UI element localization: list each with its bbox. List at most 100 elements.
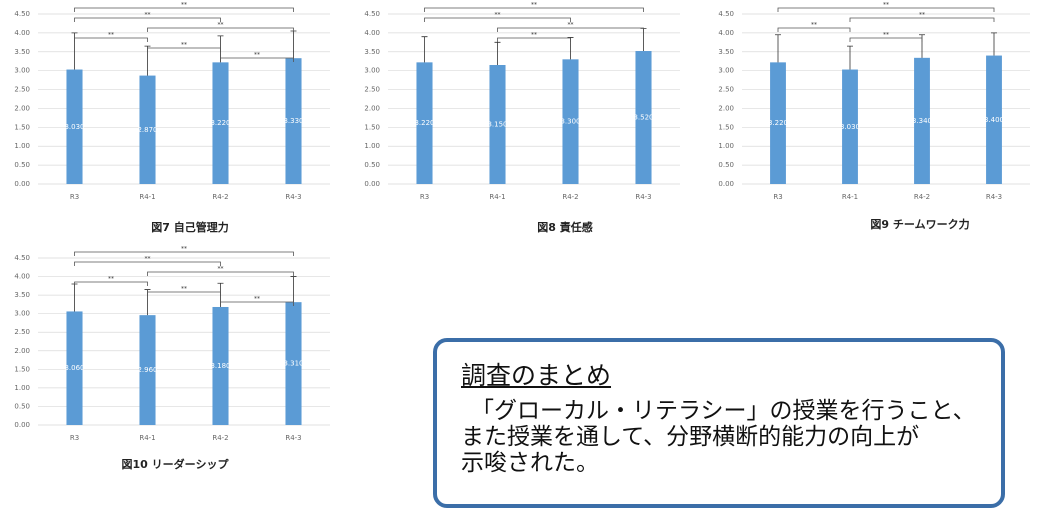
- bar: [212, 62, 229, 184]
- page: 図7 自己管理力 0.00 0.50 1.00 1.50 2.00 2.50 3.00 3.50…: [14, 1, 1030, 508]
- bar: [842, 69, 858, 184]
- y-tick-label: 4.50: [364, 10, 380, 18]
- y-tick-label: 0.50: [718, 161, 734, 169]
- y-tick-label: 2.50: [364, 86, 380, 94]
- significance-label: **: [108, 276, 114, 283]
- y-tick-label: 4.50: [718, 10, 734, 18]
- y-tick-label: 3.50: [718, 48, 734, 56]
- significance-bracket: [220, 301, 294, 306]
- error-bar: [847, 45, 853, 70]
- significance-label: **: [218, 22, 224, 29]
- value-label: 3.330: [283, 117, 303, 125]
- summary-heading: 調査のまとめ: [461, 361, 612, 390]
- bar: [635, 51, 652, 185]
- bar: [139, 75, 156, 184]
- x-tick-label: R4-3: [635, 193, 651, 201]
- y-tick-label: 1.00: [718, 142, 734, 150]
- significance-label: **: [531, 2, 537, 9]
- summary-box: 調査のまとめ 「グローカル・リテラシー」の授業を行うこと、 また授業を通して、分…: [433, 338, 1005, 508]
- bar: [770, 62, 786, 184]
- bar: [139, 315, 156, 425]
- value-label: 3.030: [840, 123, 860, 131]
- x-tick-label: R4-3: [986, 193, 1002, 201]
- significance-bracket: [74, 17, 221, 22]
- y-tick-label: 4.50: [14, 10, 30, 18]
- significance-bracket: [849, 37, 923, 42]
- bar: [285, 58, 302, 185]
- chart-title: 図10 リーダーシップ: [122, 457, 230, 471]
- value-label: 2.960: [137, 366, 157, 374]
- y-tick-label: 2.50: [718, 86, 734, 94]
- significance-bracket: [74, 281, 148, 286]
- bar: [416, 62, 433, 184]
- y-tick-label: 1.00: [14, 384, 30, 392]
- value-label: 3.180: [210, 362, 230, 370]
- chart-title: 図7 自己管理力: [151, 220, 228, 234]
- chart-title: 図9 チームワーク力: [870, 217, 969, 231]
- y-tick-label: 2.50: [14, 328, 30, 336]
- significance-label: **: [145, 12, 151, 19]
- significance-label: **: [495, 12, 501, 19]
- x-tick-label: R3: [773, 193, 782, 201]
- x-tick-label: R3: [70, 193, 79, 201]
- significance-label: **: [254, 52, 260, 59]
- bar: [66, 69, 83, 184]
- significance-bracket: [74, 7, 294, 12]
- bar: [489, 65, 506, 184]
- x-tick-label: R4-2: [212, 434, 228, 442]
- significance-label: **: [181, 286, 187, 293]
- y-tick-label: 3.50: [364, 48, 380, 56]
- error-bar: [775, 34, 781, 63]
- summary-line: 示唆された。: [461, 450, 599, 476]
- value-label: 3.340: [912, 117, 932, 125]
- y-tick-label: 1.50: [364, 123, 380, 131]
- y-tick-label: 4.00: [14, 29, 30, 37]
- y-tick-label: 1.50: [14, 123, 30, 131]
- chart-title: 図8 責任感: [537, 220, 592, 234]
- y-tick-label: 2.50: [14, 86, 30, 94]
- x-tick-label: R4-1: [842, 193, 858, 201]
- y-tick-label: 3.50: [14, 291, 30, 299]
- y-tick-label: 4.00: [718, 29, 734, 37]
- significance-label: **: [568, 22, 574, 29]
- x-tick-label: R3: [420, 193, 429, 201]
- error-bar: [494, 41, 501, 65]
- bar: [66, 311, 83, 425]
- y-tick-label: 3.00: [14, 67, 30, 75]
- y-tick-label: 0.00: [14, 180, 30, 188]
- significance-bracket: [147, 27, 294, 32]
- significance-bracket: [497, 27, 644, 32]
- value-label: 3.310: [283, 360, 303, 368]
- error-bar: [290, 30, 297, 59]
- y-tick-label: 4.00: [14, 273, 30, 281]
- error-bar: [71, 283, 78, 312]
- y-tick-label: 1.50: [718, 123, 734, 131]
- bar: [562, 59, 579, 185]
- value-label: 3.220: [414, 119, 434, 127]
- significance-bracket: [74, 261, 221, 266]
- value-label: 3.220: [768, 119, 788, 127]
- summary-line: また授業を通して、分野横断的能力の向上が: [461, 424, 920, 450]
- bar: [212, 306, 229, 425]
- significance-label: **: [181, 2, 187, 9]
- summary-line: 「グローカル・リテラシー」の授業を行うこと、: [471, 398, 976, 424]
- value-label: 3.220: [210, 119, 230, 127]
- y-tick-label: 1.50: [14, 365, 30, 373]
- significance-bracket: [147, 47, 221, 52]
- y-tick-label: 0.50: [14, 161, 30, 169]
- error-bar: [421, 36, 428, 63]
- significance-bracket: [147, 271, 294, 276]
- y-tick-label: 4.50: [14, 254, 30, 262]
- significance-label: **: [218, 266, 224, 273]
- value-label: 3.150: [487, 121, 507, 129]
- error-bar: [290, 276, 297, 303]
- significance-label: **: [181, 42, 187, 49]
- significance-bracket: [849, 17, 995, 22]
- x-tick-label: R4-1: [489, 193, 505, 201]
- significance-label: **: [531, 32, 537, 39]
- significance-bracket: [424, 7, 644, 12]
- y-tick-label: 1.00: [14, 142, 30, 150]
- x-tick-label: R4-1: [139, 193, 155, 201]
- significance-bracket: [220, 57, 294, 62]
- y-tick-label: 0.50: [364, 161, 380, 169]
